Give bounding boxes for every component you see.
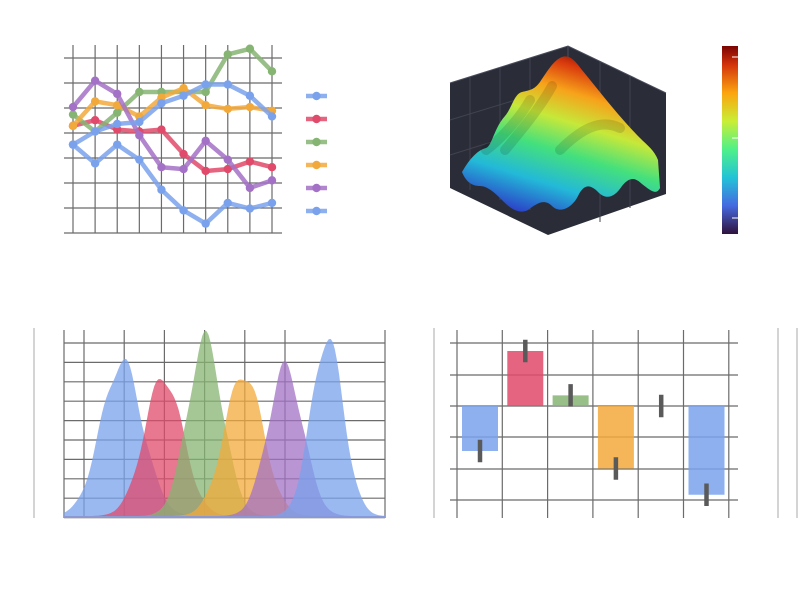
line-point-2 (267, 67, 277, 76)
colorbar-gradient (722, 46, 738, 234)
line-point-3 (179, 84, 188, 93)
line-point-2 (68, 110, 78, 119)
line-point-3 (68, 121, 78, 131)
line-point-4 (113, 89, 122, 99)
legend-swatch-marker (312, 160, 321, 170)
bar-chart-axis-lines (433, 328, 798, 518)
line-point-4 (68, 102, 78, 112)
line-point-0 (267, 198, 277, 208)
line-point-4 (201, 136, 210, 146)
surface-chart-panel (449, 45, 738, 235)
line-point-4 (135, 131, 144, 140)
colorbar (722, 46, 738, 234)
line-point-4 (223, 155, 232, 164)
area-series-2 (64, 331, 385, 518)
line-series-5 (71, 82, 274, 147)
line-point-3 (201, 100, 210, 110)
line-point-3 (113, 100, 122, 110)
line-series-3 (71, 85, 273, 128)
area-series-1 (64, 379, 385, 518)
line-point-4 (179, 164, 188, 174)
line-point-5 (113, 119, 122, 129)
line-chart-legend (306, 91, 327, 216)
line-point-4 (157, 163, 166, 172)
line-point-5 (179, 91, 188, 100)
line-point-2 (201, 87, 210, 97)
line-point-5 (223, 80, 232, 89)
line-point-1 (245, 157, 255, 166)
line-point-0 (113, 140, 122, 149)
line-point-0 (157, 185, 166, 194)
line-series-0 (71, 142, 273, 226)
line-point-1 (201, 166, 210, 176)
line-chart-series (68, 44, 277, 228)
legend-swatch-marker (312, 114, 321, 124)
line-point-0 (245, 204, 255, 213)
line-point-2 (113, 108, 122, 117)
line-point-5 (90, 127, 100, 136)
legend-swatch-marker (312, 206, 321, 216)
bar-chart-bars (462, 339, 725, 506)
line-point-5 (267, 112, 277, 121)
line-point-0 (223, 198, 232, 208)
line-point-1 (179, 149, 188, 159)
line-point-0 (135, 155, 144, 164)
line-point-4 (245, 183, 255, 193)
legend-swatch-marker (312, 137, 321, 147)
line-point-1 (157, 125, 166, 134)
line-point-3 (223, 104, 232, 114)
line-point-3 (90, 97, 100, 106)
line-series-4 (71, 78, 273, 191)
line-point-0 (179, 206, 188, 215)
line-point-0 (90, 159, 100, 168)
line-point-1 (90, 116, 100, 125)
line-point-1 (267, 163, 277, 172)
bar-chart-panel (433, 328, 798, 518)
line-point-2 (245, 44, 255, 53)
line-point-2 (135, 87, 144, 97)
line-point-4 (90, 76, 100, 85)
legend-swatch-marker (312, 183, 321, 193)
line-point-5 (68, 140, 78, 149)
area-series-3 (64, 379, 385, 518)
surface-mesh (462, 56, 660, 212)
area-series-5 (64, 339, 385, 518)
area-chart-panel (33, 328, 386, 519)
surface-ridge-shading (481, 81, 625, 155)
line-point-3 (245, 102, 255, 112)
colorbar-ticks (732, 56, 738, 219)
line-point-5 (157, 99, 166, 108)
line-point-1 (223, 164, 232, 174)
line-point-2 (223, 50, 232, 59)
bar-5 (688, 406, 725, 495)
line-point-5 (201, 80, 210, 89)
legend-swatch-marker (312, 91, 321, 101)
line-chart-panel (64, 44, 327, 234)
line-point-0 (201, 219, 210, 228)
line-point-5 (135, 117, 144, 127)
area-chart-series (64, 331, 385, 518)
line-point-4 (267, 176, 277, 185)
line-point-5 (245, 91, 255, 100)
